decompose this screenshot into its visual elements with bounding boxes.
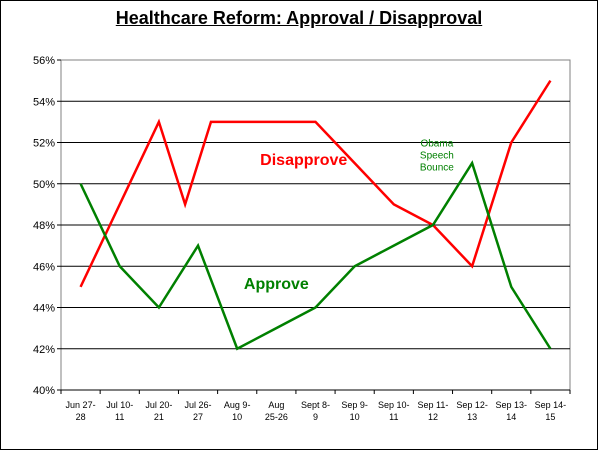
series-label-approve: Approve (244, 276, 309, 293)
x-tick-label: Sep 10-11 (378, 400, 410, 422)
series-line-approve (79, 160, 552, 351)
y-tick-label: 42% (33, 344, 55, 356)
x-tick-label: Aug 9-10 (224, 400, 251, 422)
y-tick-label: 48% (33, 220, 55, 232)
x-tick-label: Sep 13-14 (496, 400, 528, 422)
chart-title: Healthcare Reform: Approval / Disapprova… (115, 8, 483, 28)
x-tick-label: Sep 14-15 (535, 400, 567, 422)
x-tick-label: Sept 8-9 (301, 400, 330, 422)
x-tick-label: Jul 10-11 (106, 400, 133, 422)
y-tick-label: 46% (33, 261, 55, 273)
x-tick-label: Sep 11-12 (418, 400, 449, 422)
y-tick-label: 52% (33, 138, 55, 150)
y-tick-label: 44% (33, 303, 55, 315)
x-tick-label: Jul 20-21 (145, 400, 172, 422)
series-line-disapprove (79, 79, 552, 288)
series-label-disapprove: Disapprove (260, 152, 347, 169)
annotation-speech-bounce: Obama Speech Bounce (420, 139, 454, 174)
y-tick-label: 54% (33, 96, 55, 108)
y-tick-label: 50% (33, 179, 55, 191)
x-tick-label: Jul 26-27 (185, 400, 212, 422)
x-tick-label: Sep 12-13 (456, 400, 488, 422)
x-tick-label: Sep 9-10 (341, 400, 368, 422)
y-tick-label: 56% (33, 55, 55, 67)
y-tick-label: 40% (33, 385, 55, 397)
x-tick-label: Aug 25-26 (265, 400, 288, 422)
x-tick-label: Jun 27-28 (66, 400, 96, 422)
